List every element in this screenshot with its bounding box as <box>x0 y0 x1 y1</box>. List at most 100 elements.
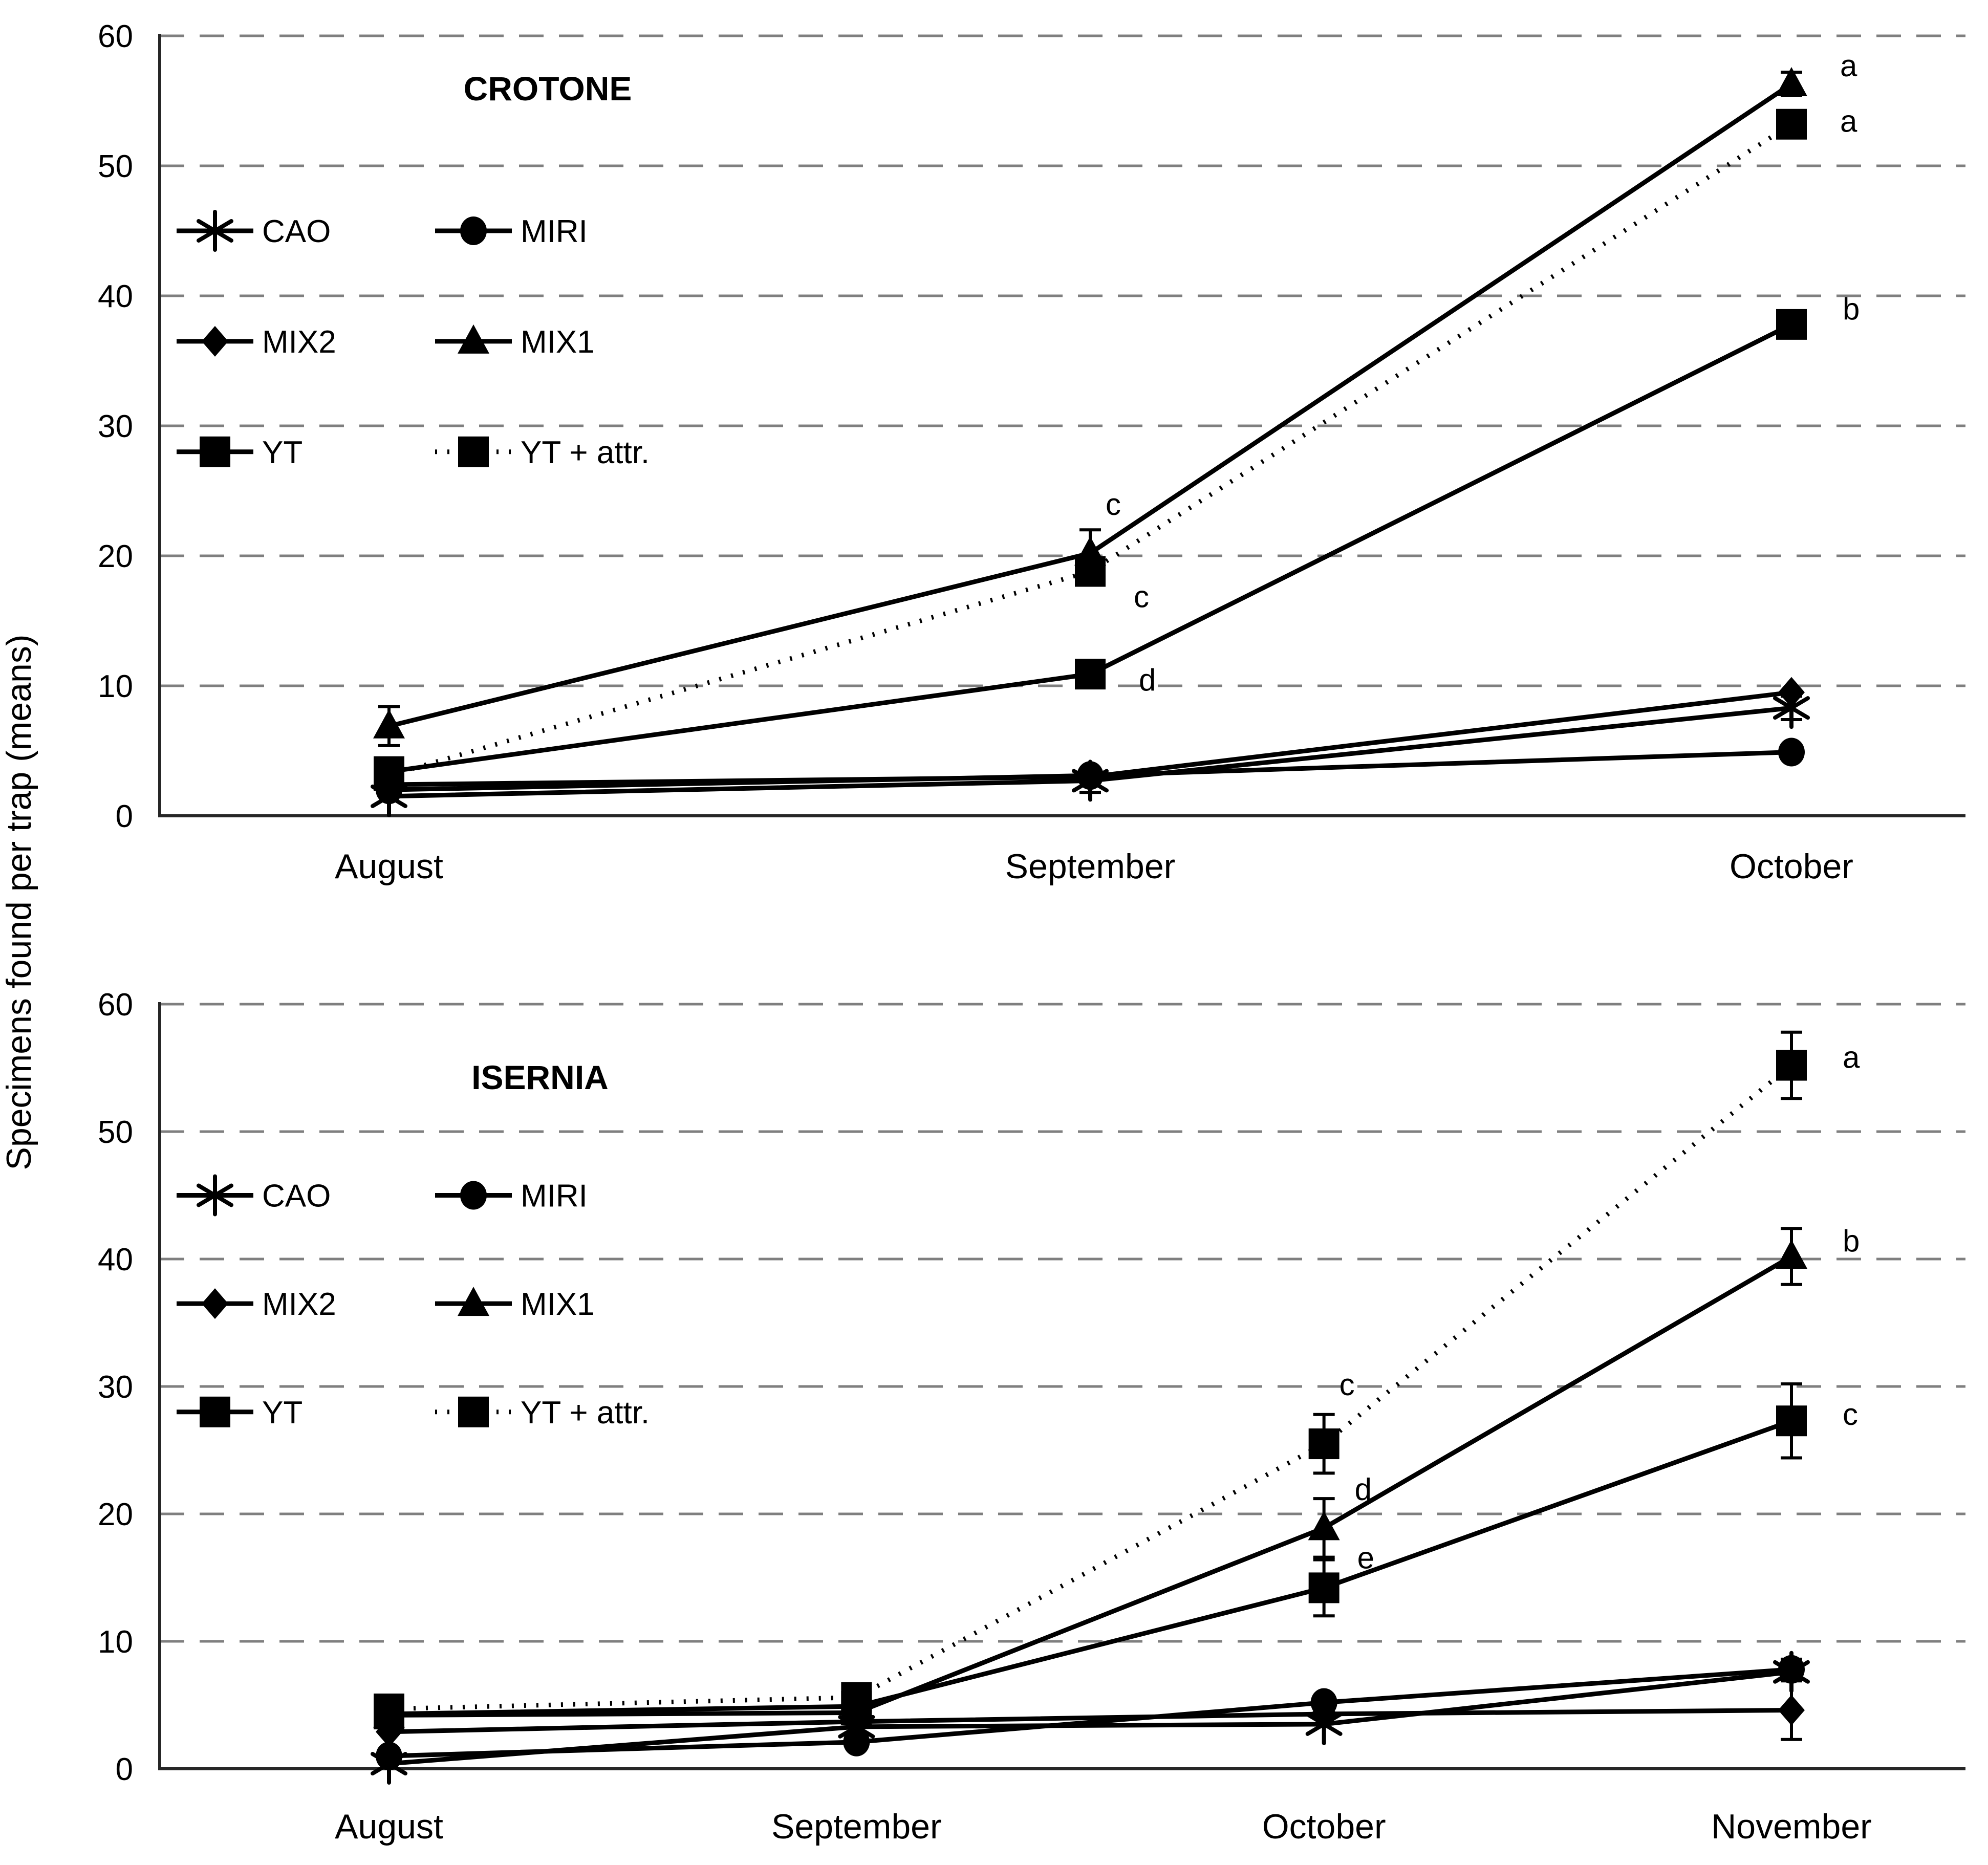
series-line-MIX2 <box>388 1707 1792 1734</box>
marker-square <box>1776 1405 1807 1437</box>
y-tick-label: 40 <box>98 1242 133 1277</box>
chart-isernia <box>158 1002 1965 1785</box>
marker-diamond <box>202 1288 228 1319</box>
marker-circle <box>376 1742 402 1771</box>
asterisk-stroke <box>197 1183 233 1207</box>
legend-label: YT <box>262 1395 302 1430</box>
legend <box>177 1174 512 1427</box>
significance-letter: c <box>1106 487 1121 522</box>
y-tick-label: 30 <box>98 409 133 444</box>
marker-triangle <box>458 1287 489 1316</box>
legend-label: MIX1 <box>521 324 595 360</box>
legend-label: YT <box>262 435 302 470</box>
legend-item-YT <box>177 1396 253 1427</box>
y-tick-label: 50 <box>98 1115 133 1150</box>
legend-label: YT + attr. <box>521 1395 650 1430</box>
marker-triangle <box>1776 67 1807 96</box>
series-line-CAO <box>388 1669 1792 1766</box>
marker-square <box>1776 1050 1807 1081</box>
marker-square <box>458 436 489 467</box>
significance-letter: b <box>1843 1224 1860 1258</box>
marker-diamond <box>1077 761 1104 792</box>
significance-letter: c <box>1134 579 1149 614</box>
significance-letter: c <box>1843 1397 1858 1432</box>
significance-letter: a <box>1840 104 1857 139</box>
legend-item-YT + attr. <box>435 436 512 467</box>
marker-triangle <box>458 324 489 354</box>
y-tick-label: 10 <box>98 1624 133 1660</box>
y-tick-label: 60 <box>98 987 133 1023</box>
legend-item-MIX1 <box>435 1287 512 1316</box>
x-category-label: August <box>335 1807 443 1846</box>
legend-item-CAO <box>177 210 253 252</box>
marker-diamond <box>202 326 228 357</box>
marker-square <box>374 760 404 791</box>
marker-square <box>1075 556 1106 587</box>
marker-square <box>1308 1428 1339 1460</box>
marker-triangle <box>373 709 405 739</box>
chart-crotone <box>158 34 1965 817</box>
significance-letter: a <box>1843 1040 1860 1075</box>
marker-asterisk <box>197 210 233 252</box>
x-category-label: October <box>1262 1807 1386 1846</box>
legend-item-MIRI <box>435 216 512 245</box>
series-line-MIRI <box>388 1667 1792 1759</box>
y-tick-label: 40 <box>98 279 133 314</box>
x-category-label: October <box>1730 847 1853 886</box>
marker-square <box>458 1396 489 1427</box>
marker-diamond <box>1310 1698 1337 1729</box>
x-category-label: September <box>771 1807 942 1846</box>
significance-letter: d <box>1139 663 1156 697</box>
series-line-YT + attr. <box>388 1064 1793 1711</box>
chart-title: ISERNIA <box>471 1058 609 1096</box>
marker-square <box>1075 659 1106 690</box>
legend-item-MIX2 <box>177 1288 253 1319</box>
legend-item-MIRI <box>435 1181 512 1210</box>
marker-square <box>200 436 230 467</box>
x-category-label: September <box>1005 847 1176 886</box>
marker-triangle <box>1776 1240 1807 1269</box>
y-tick-label: 60 <box>98 19 133 54</box>
y-tick-label: 30 <box>98 1370 133 1405</box>
marker-circle <box>1778 738 1805 767</box>
y-axis-label: Specimens found per trap (means) <box>0 635 38 1170</box>
marker-square <box>200 1396 230 1427</box>
legend-label: MIX1 <box>521 1287 595 1322</box>
y-tick-label: 0 <box>116 1752 133 1787</box>
marker-diamond <box>1778 677 1805 708</box>
legend-item-CAO <box>177 1174 253 1217</box>
series-line-YT <box>388 1418 1792 1717</box>
legend-item-MIX1 <box>435 324 512 354</box>
legend-label: MIX2 <box>262 324 336 360</box>
marker-square <box>1776 309 1807 340</box>
marker-circle <box>460 216 487 245</box>
marker-square <box>841 1682 872 1713</box>
x-category-label: November <box>1711 1807 1872 1846</box>
chart-title: CROTONE <box>464 70 632 107</box>
asterisk-stroke <box>1773 696 1810 720</box>
marker-circle <box>843 1727 870 1756</box>
legend-item-MIX2 <box>177 326 253 357</box>
x-category-label: August <box>335 847 443 886</box>
legend-item-YT <box>177 436 253 467</box>
legend-label: MIX2 <box>262 1287 336 1322</box>
series-line-MIX1 <box>388 1254 1793 1718</box>
marker-circle <box>1778 1655 1805 1684</box>
marker-asterisk <box>197 1174 233 1217</box>
y-tick-label: 10 <box>98 669 133 704</box>
asterisk-stroke <box>197 219 233 243</box>
marker-square <box>374 1693 404 1724</box>
legend <box>177 210 512 467</box>
significance-letter: d <box>1355 1472 1372 1506</box>
series-line-MIX1 <box>388 82 1793 729</box>
significance-letter: c <box>1339 1368 1355 1402</box>
legend-label: MIRI <box>521 214 588 249</box>
legend-item-YT + attr. <box>435 1396 512 1427</box>
legend-label: CAO <box>262 1179 331 1214</box>
y-tick-label: 0 <box>116 799 133 834</box>
marker-square <box>1308 1572 1339 1603</box>
marker-square <box>1776 109 1807 140</box>
significance-letter: a <box>1840 49 1857 83</box>
